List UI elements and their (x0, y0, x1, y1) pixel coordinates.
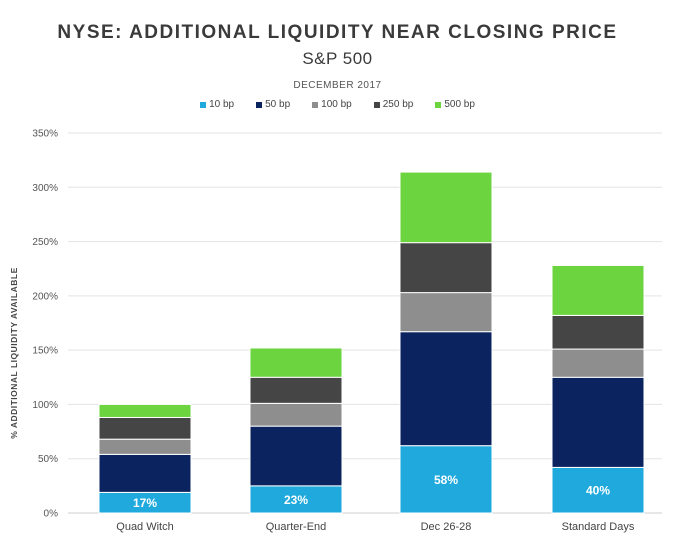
bar-segment (98, 453, 192, 493)
axes: 0% 50% 100% 150% 200% 250% 300% 350% Quad Witch Q… (32, 129, 634, 534)
legend-item-100bp: 100 bp (312, 99, 352, 110)
legend-swatch (373, 101, 380, 108)
bar-data-label: 58% (434, 473, 458, 487)
x-tick-label: Quarter-End (266, 521, 327, 533)
legend-item-250bp: 250 bp (373, 99, 414, 110)
y-axis-label: % ADDITIONAL LIQUIDITY AVAILABLE (9, 267, 19, 439)
bar-segment (98, 416, 192, 440)
chart-title: NYSE: ADDITIONAL LIQUIDITY NEAR CLOSING … (57, 22, 618, 43)
bar-segment (399, 242, 493, 294)
legend-label: 10 bp (209, 99, 235, 110)
y-tick-label: 100% (32, 400, 58, 411)
legend-swatch (435, 101, 442, 108)
bar-segment (551, 264, 645, 316)
legend-item-500bp: 500 bp (435, 99, 475, 110)
legend-label: 500 bp (444, 99, 475, 110)
bar-segment (249, 376, 343, 404)
bar-segment (249, 402, 343, 427)
bar-data-label: 40% (586, 484, 610, 498)
y-tick-label: 250% (32, 237, 58, 248)
chart-period: DECEMBER 2017 (293, 80, 382, 91)
y-tick-label: 200% (32, 291, 58, 302)
legend-item-50bp: 50 bp (256, 99, 290, 110)
bars: 17% 23% 58% 40% (98, 171, 645, 514)
y-tick-label: 50% (38, 454, 58, 465)
bar-segment (98, 438, 192, 455)
bar-data-label: 17% (133, 496, 157, 510)
bar-segment (399, 331, 493, 447)
y-tick-label: 350% (32, 129, 58, 140)
bar-segment (551, 376, 645, 468)
x-tick-label: Standard Days (562, 521, 635, 533)
bar-data-label: 23% (284, 493, 308, 507)
bar-segment (399, 292, 493, 333)
bar-segment (551, 348, 645, 378)
legend-item-10bp: 10 bp (200, 99, 234, 110)
legend-swatch (200, 101, 207, 108)
bar-segment (249, 347, 343, 378)
legend: 10 bp 50 bp 100 bp 250 bp 500 bp (0, 99, 675, 110)
bar-segment (249, 425, 343, 487)
y-tick-label: 300% (32, 183, 58, 194)
legend-swatch (312, 101, 319, 108)
x-tick-label: Quad Witch (116, 521, 173, 533)
x-tick-label: Dec 26-28 (421, 521, 472, 533)
y-tick-label: 150% (32, 346, 58, 357)
legend-label: 50 bp (265, 99, 291, 110)
legend-label: 250 bp (382, 99, 414, 110)
bar-segment (551, 314, 645, 350)
bar-segment (98, 403, 192, 418)
bar-segment (399, 171, 493, 244)
legend-swatch (256, 101, 263, 108)
legend-label: 100 bp (321, 99, 352, 110)
chart-subtitle: S&P 500 (302, 49, 373, 68)
y-tick-label: 0% (44, 509, 59, 520)
